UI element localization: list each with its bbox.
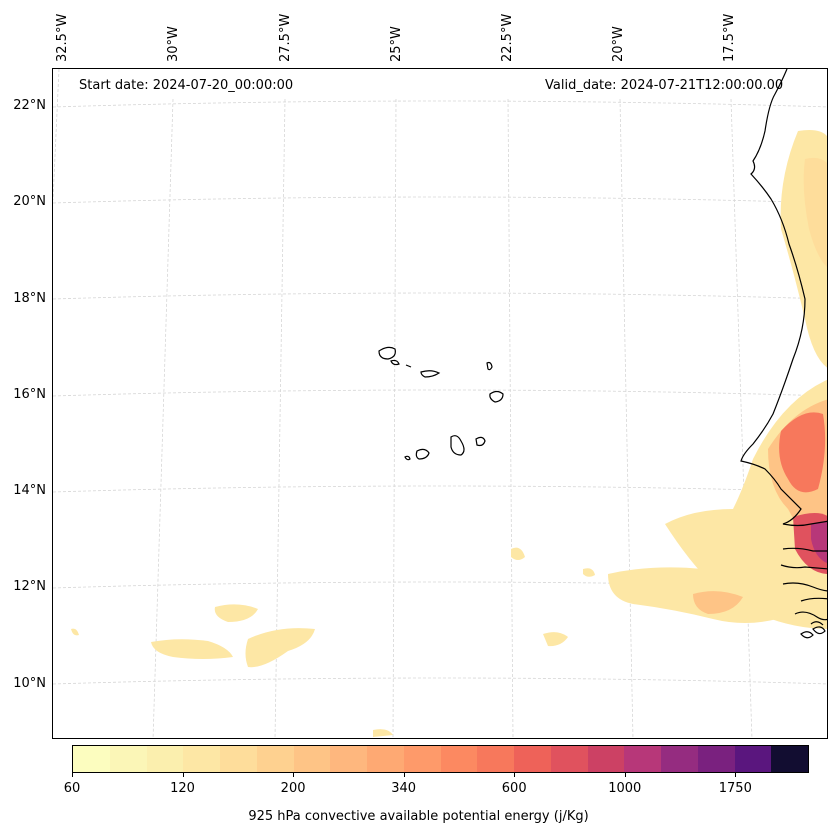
colorbar-swatch-18: [734, 746, 772, 772]
colorbar-swatch-17: [697, 746, 735, 772]
colorbar-tick-mark: [72, 773, 73, 777]
lon-label-25w: 25°W: [389, 26, 404, 62]
colorbar-tick-label: 600: [501, 781, 527, 796]
island-maio: [475, 436, 486, 447]
colorbar-swatch-7: [330, 746, 367, 772]
colorbar-swatch-19: [771, 746, 808, 772]
meridian-25w: [392, 98, 397, 738]
meridian-30w: [152, 98, 174, 738]
cape-patch-2: [151, 639, 233, 659]
colorbar-swatch-2: [146, 746, 184, 772]
island-santo-antao: [378, 346, 396, 360]
lon-label-30w: 30°W: [166, 26, 181, 62]
parallel-22n: [53, 100, 827, 108]
map-panel[interactable]: [52, 68, 828, 739]
parallel-10n: [53, 677, 827, 685]
island-sao-vicente: [390, 359, 400, 366]
lat-label-12n: 12°N: [13, 579, 46, 594]
colorbar-swatch-5: [256, 746, 294, 772]
colorbar-tick-mark: [624, 773, 626, 777]
meridian-22-5w: [507, 98, 514, 738]
lon-label-17-5w: 17.5°W: [722, 13, 737, 62]
valid-date-label: Valid_date: 2024-07-21T12:00:00.00: [545, 78, 784, 93]
parallel-16n: [53, 389, 827, 397]
island-santiago: [450, 435, 465, 456]
colorbar: [72, 745, 809, 773]
lon-label-20w: 20°W: [611, 26, 626, 62]
island-santa-luzia: [405, 364, 412, 368]
colorbar-tick-label: 120: [170, 781, 195, 796]
colorbar-tick-mark: [293, 773, 295, 777]
graticule: [53, 69, 827, 738]
colorbar-tick-label: 200: [280, 781, 306, 796]
map-canvas: [53, 69, 827, 738]
lat-label-10n: 10°N: [13, 676, 46, 691]
parallel-18n: [53, 292, 827, 300]
island-fogo: [415, 448, 430, 460]
lat-label-18n: 18°N: [13, 291, 46, 306]
colorbar-tick-label: 1750: [718, 781, 752, 796]
parallel-20n: [53, 196, 827, 204]
meridian-17-5w: [730, 98, 753, 738]
cape-region-senegal-high: [779, 412, 826, 493]
cape-patch-7: [71, 628, 79, 636]
colorbar-swatch-12: [514, 746, 551, 772]
colorbar-swatch-0: [73, 746, 110, 772]
colorbar-tick-label: 60: [63, 781, 81, 796]
coast-gambia: [782, 547, 827, 552]
colorbar-swatch-9: [403, 746, 441, 772]
colorbar-swatch-16: [661, 746, 698, 772]
colorbar-tick-mark: [403, 773, 405, 777]
colorbar-swatch-15: [624, 746, 661, 772]
lat-label-16n: 16°N: [13, 387, 46, 402]
coast-africa: [740, 69, 827, 527]
coastlines: [378, 69, 827, 639]
meridian-32-5w: [53, 69, 60, 201]
lat-label-20n: 20°N: [13, 194, 46, 209]
coast-guinea-bissau: [780, 564, 827, 621]
start-date-label: Start date: 2024-07-20_00:00:00: [79, 78, 294, 93]
cape-region-mauritania-inner: [803, 157, 827, 268]
colorbar-tick-mark: [514, 773, 516, 777]
cape-patch-3: [245, 628, 315, 668]
lon-label-32-5w: 32.5°W: [55, 13, 70, 62]
colorbar-swatch-6: [293, 746, 331, 772]
meridian-20w: [619, 98, 634, 738]
colorbar-swatch-14: [587, 746, 625, 772]
colorbar-swatch-4: [220, 746, 257, 772]
lat-label-22n: 22°N: [13, 98, 46, 113]
cape-patch-6: [583, 568, 595, 577]
island-brava: [404, 455, 411, 461]
island-sao-nicolau: [420, 370, 441, 378]
cape-patch-5: [511, 547, 525, 560]
meridian-27-5w: [274, 98, 286, 738]
colorbar-tick-label: 340: [391, 781, 417, 796]
cape-patch-1: [214, 604, 258, 622]
island-sal: [486, 361, 493, 371]
colorbar-tick-mark: [182, 773, 184, 777]
lon-label-27-5w: 27.5°W: [278, 13, 293, 62]
cape-patch-8: [373, 729, 393, 737]
island-boa-vista: [489, 390, 504, 403]
colorbar-swatch-10: [440, 746, 478, 772]
colorbar-swatch-1: [109, 746, 147, 772]
lon-label-22-5w: 22.5°W: [500, 13, 515, 62]
colorbar-swatch-3: [183, 746, 220, 772]
colorbar-swatch-8: [367, 746, 404, 772]
colorbar-swatch-11: [477, 746, 514, 772]
coast-bijagos: [800, 621, 826, 639]
cape-region-gambia-peak: [811, 521, 827, 564]
cape-shading: [71, 130, 827, 737]
colorbar-label: 925 hPa convective available potential e…: [248, 809, 589, 824]
lat-label-14n: 14°N: [13, 483, 46, 498]
cape-patch-4: [543, 632, 568, 647]
colorbar-tick-mark: [735, 773, 737, 777]
cape-region-offshore-blob: [693, 591, 743, 614]
colorbar-swatch-13: [550, 746, 588, 772]
parallel-14n: [53, 485, 827, 493]
colorbar-tick-label: 1000: [608, 781, 642, 796]
